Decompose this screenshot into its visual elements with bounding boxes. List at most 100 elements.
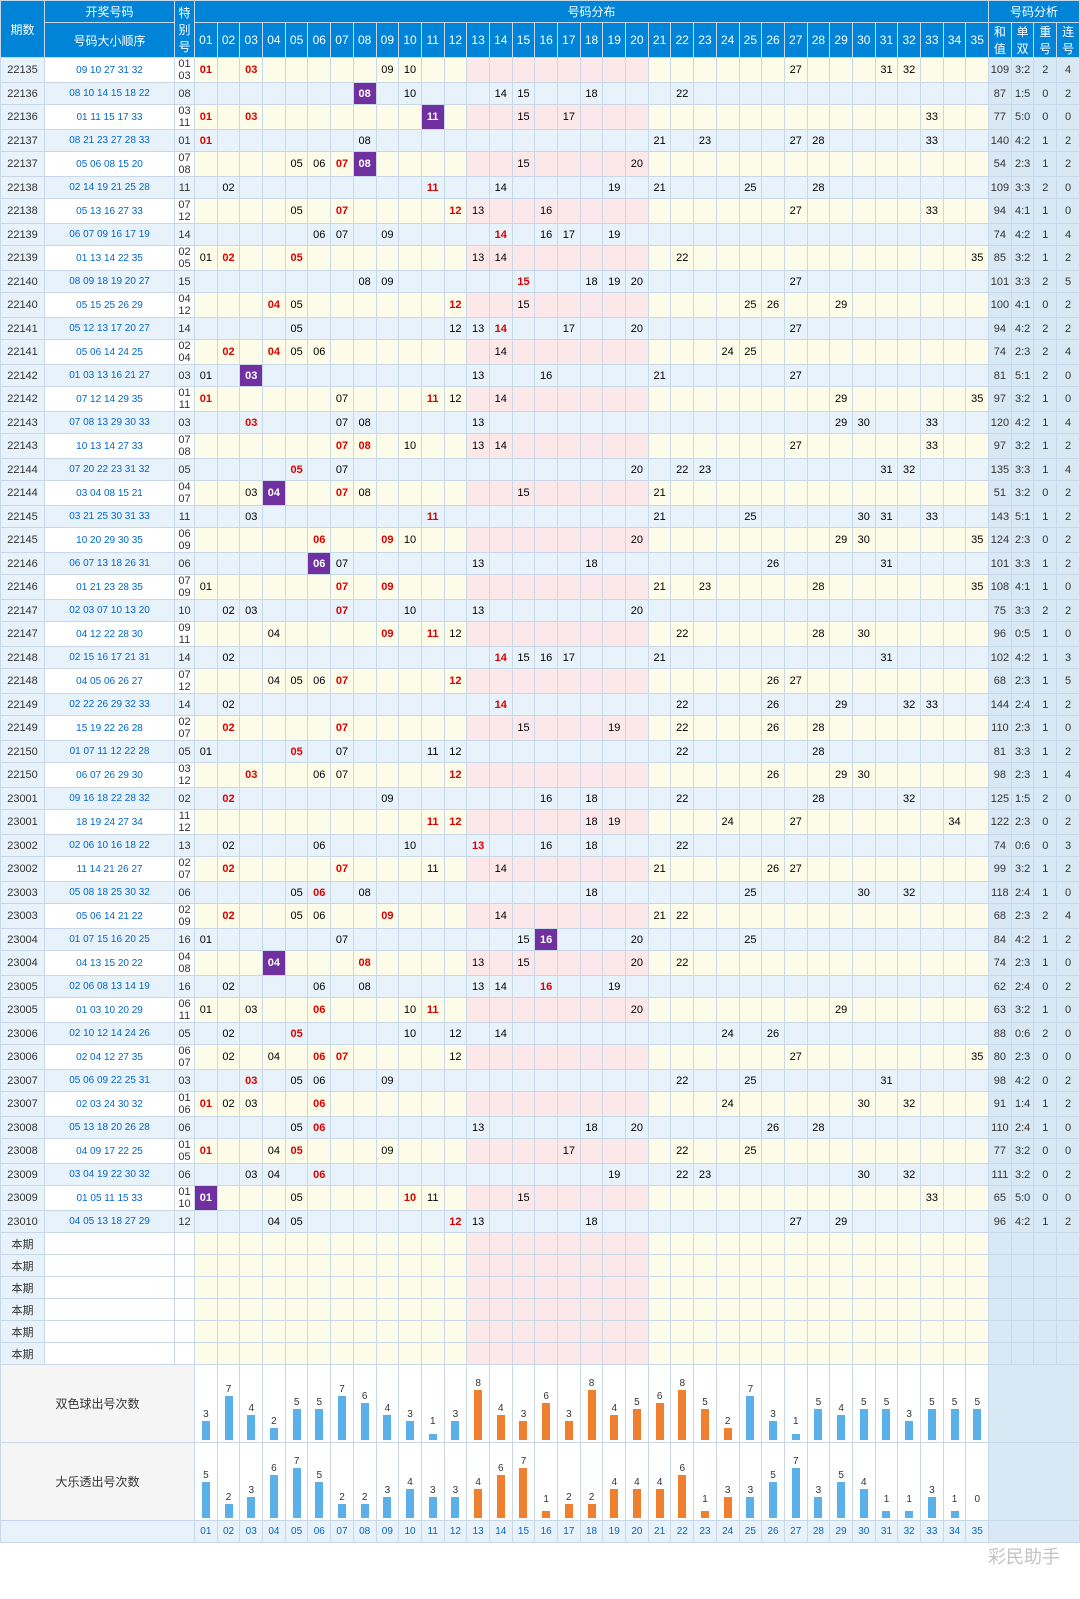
dist-cell <box>558 857 581 882</box>
dist-cell <box>421 647 444 669</box>
dist-cell: 19 <box>603 810 626 835</box>
dist-cell <box>875 318 898 340</box>
cell-period: 22147 <box>1 622 45 647</box>
dist-cell <box>852 904 875 929</box>
dist-cell <box>784 904 807 929</box>
dist-cell <box>898 600 921 622</box>
dist-cell <box>603 1092 626 1117</box>
data-row: 22136 08 10 14 15 18 22 0808101415182287… <box>1 83 1080 105</box>
bar-cell: 1 <box>784 1365 807 1443</box>
cell-nums: 11 14 21 26 27 <box>45 857 175 882</box>
dist-cell <box>603 1045 626 1070</box>
dist-cell <box>285 387 308 412</box>
dist-cell: 09 <box>376 1070 399 1092</box>
bar-cell: 2 <box>558 1443 581 1521</box>
dist-cell: 06 <box>308 340 331 365</box>
cell-rep: 0 <box>1034 810 1057 835</box>
dist-cell <box>898 1139 921 1164</box>
dist-cell <box>852 246 875 271</box>
dist-cell <box>966 763 989 788</box>
bar-cell: 5 <box>943 1365 966 1443</box>
dist-cell: 07 <box>331 575 354 600</box>
dist-cell <box>580 976 603 998</box>
dist-cell <box>898 998 921 1023</box>
dist-cell <box>875 340 898 365</box>
dist-cell: 06 <box>308 152 331 177</box>
cell-sum: 111 <box>989 1164 1012 1186</box>
dist-cell <box>263 882 286 904</box>
cell-ratio: 3:3 <box>1011 553 1034 575</box>
dist-cell: 32 <box>898 1164 921 1186</box>
dist-cell <box>943 130 966 152</box>
dist-cell: 21 <box>648 506 671 528</box>
dist-cell <box>762 810 785 835</box>
dist-cell <box>648 622 671 647</box>
dist-cell <box>762 224 785 246</box>
dist-cell <box>966 600 989 622</box>
dist-cell <box>943 976 966 998</box>
cell-ratio: 2:3 <box>1011 904 1034 929</box>
hdr-col-26: 26 <box>762 23 785 58</box>
dist-cell <box>421 1045 444 1070</box>
dist-cell <box>535 1045 558 1070</box>
dist-cell <box>875 412 898 434</box>
dist-cell <box>966 1164 989 1186</box>
dist-cell <box>739 152 762 177</box>
dist-cell: 01 <box>195 1186 218 1211</box>
dist-cell <box>966 152 989 177</box>
dist-cell <box>535 694 558 716</box>
dist-cell <box>263 810 286 835</box>
dist-cell: 18 <box>580 788 603 810</box>
dist-cell <box>376 1023 399 1045</box>
dist-cell <box>489 1092 512 1117</box>
dist-cell: 31 <box>875 1070 898 1092</box>
dist-cell <box>648 951 671 976</box>
dist-cell <box>217 152 240 177</box>
hdr-analysis: 号码分析 <box>989 1 1080 23</box>
dist-cell: 05 <box>285 904 308 929</box>
dist-cell <box>195 763 218 788</box>
cell-period: 23007 <box>1 1070 45 1092</box>
dist-cell <box>263 412 286 434</box>
cell-nums: 10 13 14 27 33 <box>45 434 175 459</box>
dist-cell <box>331 365 354 387</box>
dist-cell <box>807 340 830 365</box>
cell-sum: 140 <box>989 130 1012 152</box>
dist-cell: 05 <box>285 1139 308 1164</box>
dist-cell <box>762 951 785 976</box>
dist-cell <box>784 976 807 998</box>
dist-cell: 14 <box>489 857 512 882</box>
dist-cell <box>263 600 286 622</box>
dist-cell <box>966 58 989 83</box>
cell-rep: 1 <box>1034 998 1057 1023</box>
cell-period: 22145 <box>1 506 45 528</box>
dist-cell: 09 <box>376 58 399 83</box>
watermark: 彩民助手 <box>988 1543 1060 1569</box>
dist-cell <box>195 904 218 929</box>
cell-rep: 1 <box>1034 716 1057 741</box>
dist-cell <box>852 600 875 622</box>
dist-cell <box>285 810 308 835</box>
dist-cell <box>875 130 898 152</box>
dist-cell: 13 <box>467 600 490 622</box>
dist-cell <box>671 1211 694 1233</box>
dist-cell <box>898 835 921 857</box>
dist-cell <box>467 1186 490 1211</box>
dist-cell <box>399 1211 422 1233</box>
dist-cell <box>603 669 626 694</box>
dist-cell: 13 <box>467 365 490 387</box>
bar-cell: 2 <box>353 1443 376 1521</box>
dist-cell <box>263 130 286 152</box>
dist-cell: 24 <box>716 1023 739 1045</box>
dist-cell <box>308 130 331 152</box>
cell-sum: 118 <box>989 882 1012 904</box>
dist-cell <box>739 459 762 481</box>
dist-cell <box>626 506 649 528</box>
dist-cell <box>399 387 422 412</box>
dist-cell <box>739 694 762 716</box>
dist-cell <box>807 459 830 481</box>
dist-cell <box>512 224 535 246</box>
dist-cell <box>921 810 944 835</box>
dist-cell <box>240 528 263 553</box>
dist-cell: 07 <box>331 553 354 575</box>
